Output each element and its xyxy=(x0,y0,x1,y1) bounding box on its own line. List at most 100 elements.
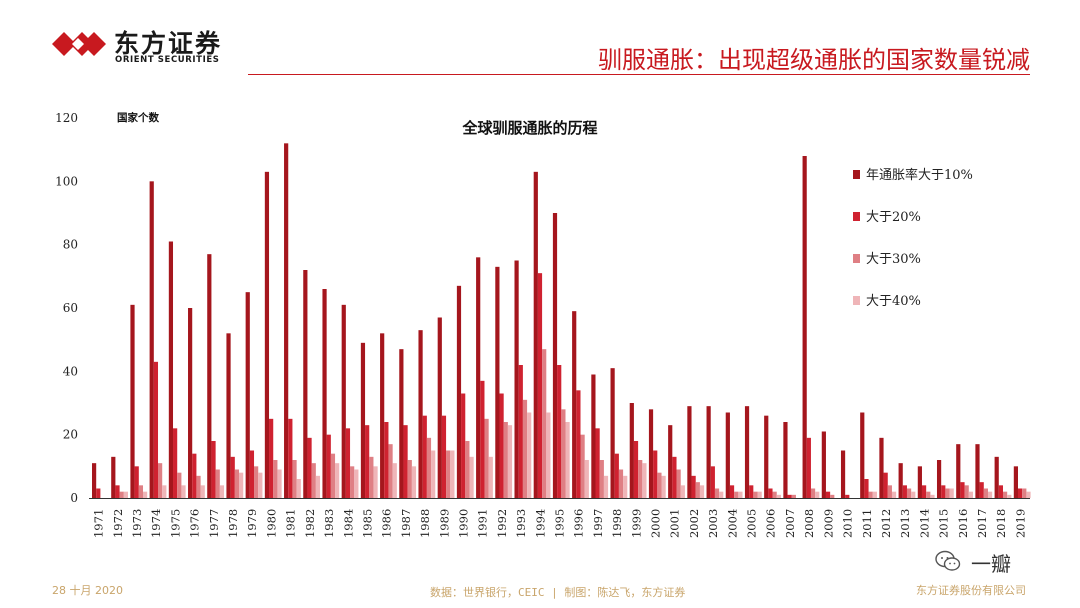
bar xyxy=(960,482,965,498)
bar xyxy=(499,393,504,498)
x-tick-label: 2003 xyxy=(706,509,720,538)
x-tick-label: 1984 xyxy=(341,509,355,538)
x-tick-label: 1998 xyxy=(610,509,624,538)
bar xyxy=(422,415,427,498)
bar xyxy=(537,273,543,498)
bar xyxy=(603,475,609,498)
x-tick-label: 2011 xyxy=(860,509,874,538)
bar xyxy=(399,349,404,498)
bar xyxy=(883,472,888,498)
bar xyxy=(776,494,781,498)
bar xyxy=(623,475,628,498)
bar xyxy=(461,393,466,498)
x-tick-label: 2010 xyxy=(841,509,855,538)
x-tick-label: 1991 xyxy=(476,509,490,538)
bar xyxy=(653,450,658,498)
bar xyxy=(584,460,589,498)
bar xyxy=(661,475,666,498)
bar xyxy=(226,333,231,498)
bar xyxy=(930,494,935,498)
bar xyxy=(557,365,562,498)
bar xyxy=(1026,491,1031,498)
bar xyxy=(845,494,850,498)
bar xyxy=(322,289,327,498)
bar xyxy=(173,428,178,498)
footer-company: 东方证券股份有限公司 xyxy=(916,584,1026,597)
legend-label: 大于30% xyxy=(866,252,921,267)
x-tick-label: 2001 xyxy=(668,509,682,538)
bar xyxy=(868,491,873,498)
bar xyxy=(480,380,485,498)
bar xyxy=(744,406,750,498)
bar xyxy=(211,441,216,498)
legend-swatch xyxy=(853,170,860,179)
bar xyxy=(437,317,442,498)
bar xyxy=(1022,488,1027,498)
bar xyxy=(753,491,758,498)
bar xyxy=(680,485,685,498)
bar xyxy=(979,482,984,498)
bar xyxy=(119,491,124,498)
bar xyxy=(345,428,351,498)
bar xyxy=(162,485,167,498)
x-tick-label: 2017 xyxy=(975,509,989,538)
bar xyxy=(264,171,270,499)
x-tick-label: 2012 xyxy=(879,509,893,538)
bar xyxy=(840,450,846,498)
y-axis-label: 国家个数 xyxy=(117,111,159,124)
bar xyxy=(514,260,519,498)
x-tick-label: 1997 xyxy=(591,509,605,538)
y-tick-label: 120 xyxy=(55,111,78,125)
x-tick-label: 1981 xyxy=(284,509,298,538)
header-divider xyxy=(248,74,1030,75)
bar xyxy=(403,425,408,498)
x-tick-label: 1990 xyxy=(456,509,470,538)
bar xyxy=(488,456,493,498)
y-tick-label: 60 xyxy=(63,301,78,315)
bar xyxy=(764,415,769,498)
footer-date: 28 十月 2020 xyxy=(52,584,123,597)
bar xyxy=(810,488,816,498)
legend-label: 大于40% xyxy=(866,294,921,309)
bar xyxy=(92,463,97,498)
bar xyxy=(757,491,762,498)
bar xyxy=(879,437,884,498)
legend-swatch xyxy=(853,212,860,221)
bar xyxy=(983,488,988,498)
bar xyxy=(254,466,259,498)
bar xyxy=(335,463,340,498)
footer-source: 数据：世界银行，CEIC | 制图：陈达飞，东方证券 xyxy=(430,586,686,599)
bar xyxy=(277,469,282,498)
bar xyxy=(648,409,654,498)
bar xyxy=(768,488,773,498)
orient-securities-logo: 东方证券 ORIENT SECURITIES xyxy=(52,24,262,68)
bar xyxy=(860,412,865,498)
bar xyxy=(138,485,144,498)
bar xyxy=(964,485,969,498)
x-tick-label: 1988 xyxy=(418,509,432,538)
y-tick-label: 0 xyxy=(70,491,78,505)
x-tick-label: 1982 xyxy=(303,509,317,538)
bar xyxy=(633,441,639,498)
bar xyxy=(207,254,212,498)
bar xyxy=(219,485,225,498)
bar xyxy=(772,491,777,498)
bar xyxy=(360,342,366,498)
bar xyxy=(911,491,916,498)
bar xyxy=(898,463,903,498)
bar xyxy=(143,491,148,498)
x-tick-label: 1980 xyxy=(264,509,278,538)
slide-header: 东方证券 ORIENT SECURITIES 驯服通胀：出现超级通胀的国家数量锐… xyxy=(0,0,1080,80)
bar xyxy=(714,488,720,498)
bar xyxy=(311,463,316,498)
y-tick-label: 80 xyxy=(63,238,78,252)
bar xyxy=(273,460,278,498)
bar xyxy=(542,349,547,498)
watermark: 一瓣 xyxy=(935,548,1045,578)
x-tick-label: 2002 xyxy=(687,509,701,538)
bar xyxy=(691,475,696,498)
bar xyxy=(181,485,186,498)
x-tick-label: 2014 xyxy=(917,509,931,538)
bar xyxy=(699,485,705,498)
x-tick-label: 1993 xyxy=(514,509,528,538)
